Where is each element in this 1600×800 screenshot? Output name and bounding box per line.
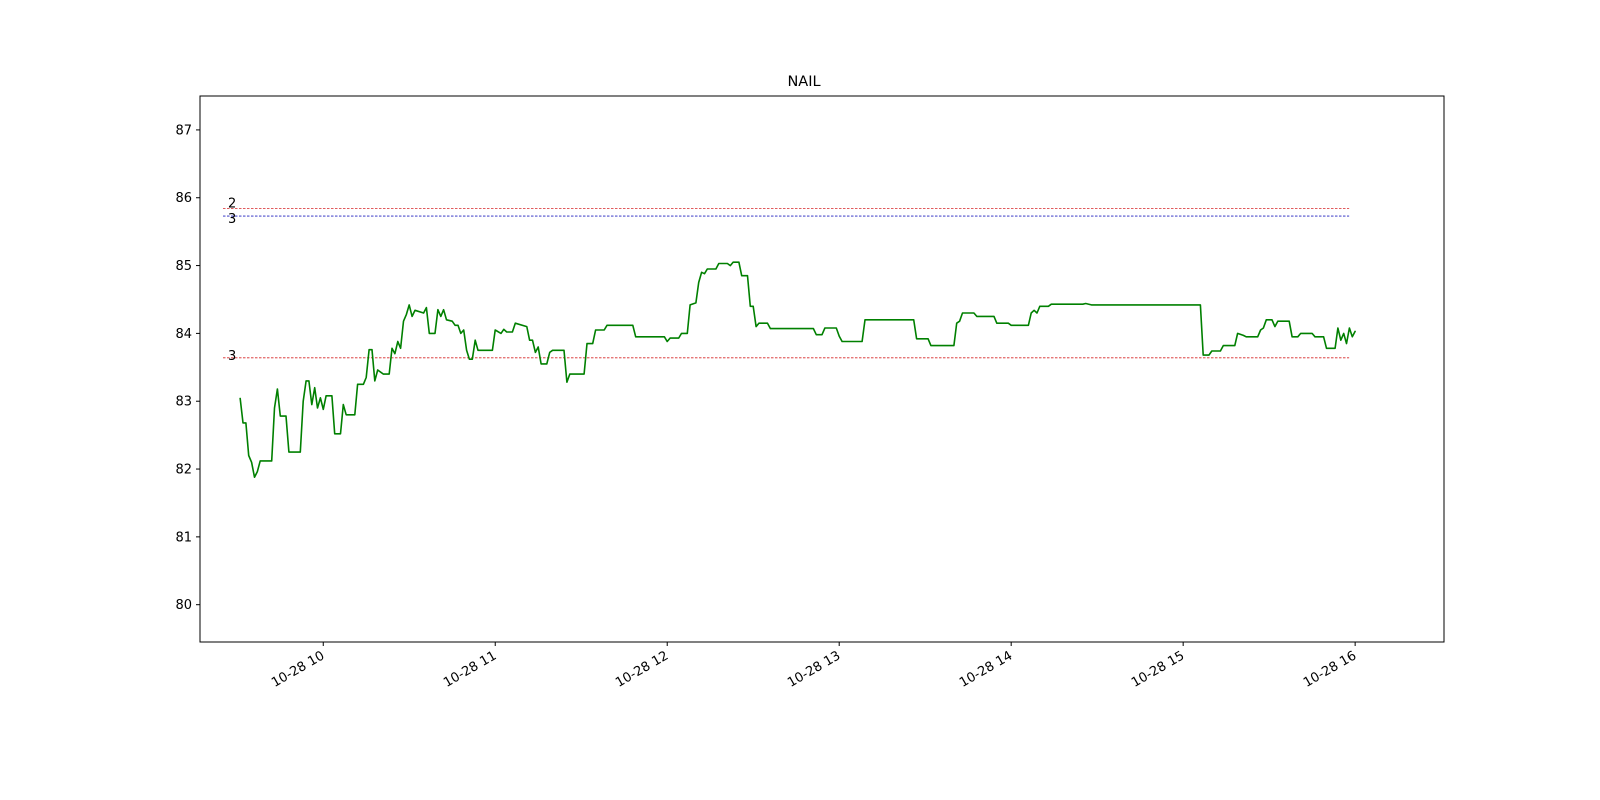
y-tick-label: 80	[175, 598, 192, 613]
y-tick-label: 83	[175, 395, 192, 410]
y-tick-label: 85	[175, 259, 192, 274]
y-axis: 80 81 82 83 84 85 86 87	[175, 123, 200, 613]
chart-title: NAIL	[787, 74, 820, 90]
series-group	[239, 261, 1356, 479]
y-tick-label: 86	[175, 191, 192, 206]
reference-line-label: 3	[228, 349, 236, 364]
reference-lines: 233	[222, 197, 1350, 364]
y-tick-label: 82	[175, 463, 192, 478]
reference-line-label: 3	[228, 212, 236, 227]
reference-line-label: 2	[228, 197, 236, 212]
y-tick-label: 87	[175, 123, 192, 138]
y-tick-label: 81	[175, 530, 192, 545]
plot-frame	[199, 95, 1445, 643]
y-tick-label: 84	[175, 327, 192, 342]
price-series-line	[239, 261, 1356, 479]
